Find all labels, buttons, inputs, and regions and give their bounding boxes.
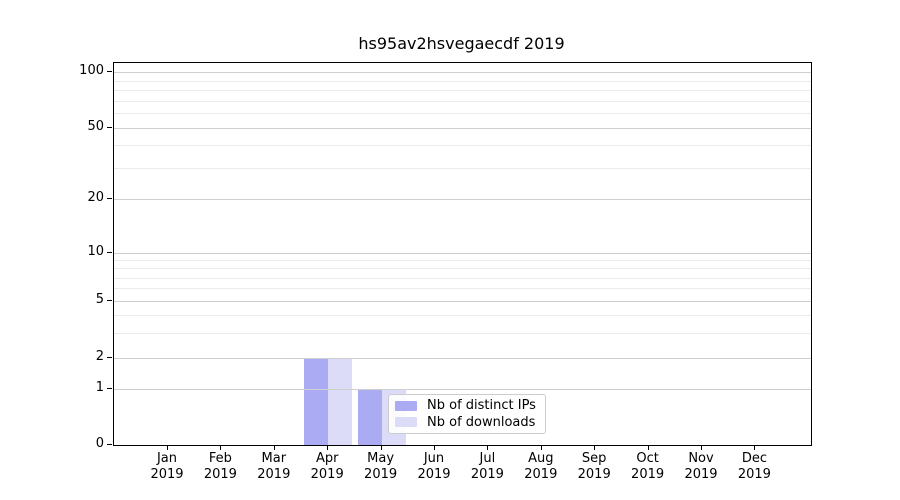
month-label: Apr [315,451,339,466]
x-axis-tick [434,445,435,450]
year-label: 2019 [150,467,184,482]
x-axis-tick [273,445,275,450]
x-axis-tick-label: Oct 2019 [621,451,675,483]
legend-label-downloads: Nb of downloads [427,414,536,430]
x-axis-tick-label: Dec 2019 [727,451,781,483]
x-axis-tick [647,445,649,450]
y-axis-tick-label: 0 [95,436,104,451]
month-label: Sep [581,451,607,466]
y-axis-tick [107,127,112,128]
year-label: 2019 [737,467,771,482]
x-axis-tick-label: Nov 2019 [674,451,728,483]
y-axis-tick [107,388,112,389]
y-axis-tick-label: 2 [95,349,104,364]
month-label: Jan [156,451,178,466]
x-axis-tick-label: Aug 2019 [514,451,568,483]
legend-swatch-distinct-ips [395,400,417,411]
x-axis-tick [754,445,756,450]
y-axis-tick-label: 5 [95,292,104,307]
month-label: May [367,451,395,466]
chart-title: hs95av2hsvegaecdf 2019 [358,34,565,53]
y-axis-tick [107,300,112,301]
bar-may-distinct-ips [357,389,382,445]
x-axis-tick [167,445,168,450]
bars-layer [114,63,811,445]
year-label: 2019 [364,467,398,482]
x-axis-tick-label: Mar 2019 [247,451,301,483]
bar-apr-distinct-ips [304,358,329,445]
month-label: Nov [688,451,714,466]
x-axis-tick [701,445,702,450]
x-axis-tick [220,445,222,450]
y-axis-tick [107,252,112,253]
month-label: Jul [479,451,496,466]
year-label: 2019 [524,467,558,482]
x-axis-tick-label: Jul 2019 [460,451,514,483]
x-axis-tick-label: Jan 2019 [140,451,194,483]
x-axis-tick-label: Apr 2019 [300,451,354,483]
x-axis-tick [540,445,542,450]
legend-swatch-downloads [395,417,417,428]
legend: Nb of distinct IPs Nb of downloads [388,394,546,434]
x-axis-tick [327,445,329,450]
year-label: 2019 [470,467,504,482]
y-axis-tick-label: 50 [87,119,104,134]
y-axis-tick [107,198,112,199]
year-label: 2019 [203,467,237,482]
y-axis-tick-label: 100 [79,63,104,78]
x-axis-tick-label: Feb 2019 [193,451,247,483]
year-label: 2019 [684,467,718,482]
plot-area: Nb of distinct IPs Nb of downloads [113,62,812,446]
month-label: Aug [528,451,554,466]
x-axis-tick-label: Jun 2019 [407,451,461,483]
month-label: Mar [261,451,287,466]
year-label: 2019 [257,467,291,482]
x-axis-tick-label: May 2019 [354,451,408,483]
y-axis-tick [107,71,112,72]
year-label: 2019 [631,467,665,482]
y-axis-tick-label: 10 [87,244,104,259]
year-label: 2019 [310,467,344,482]
y-axis-tick-label: 20 [87,190,104,205]
y-axis-tick-label: 1 [95,380,104,395]
bar-apr-downloads [328,358,353,445]
year-label: 2019 [577,467,611,482]
x-axis-tick-label: Sep 2019 [567,451,621,483]
x-axis-tick [594,445,596,450]
month-label: Oct [636,451,659,466]
x-axis-tick [487,445,489,450]
month-label: Dec [741,451,767,466]
legend-label-distinct-ips: Nb of distinct IPs [427,398,536,414]
year-label: 2019 [417,467,451,482]
legend-row-downloads: Nb of downloads [395,414,539,430]
month-label: Feb [208,451,232,466]
x-axis-tick [380,445,382,450]
legend-row-distinct-ips: Nb of distinct IPs [395,398,539,414]
y-axis-tick [107,357,112,358]
y-axis-tick [107,444,112,445]
month-label: Jun [423,451,445,466]
